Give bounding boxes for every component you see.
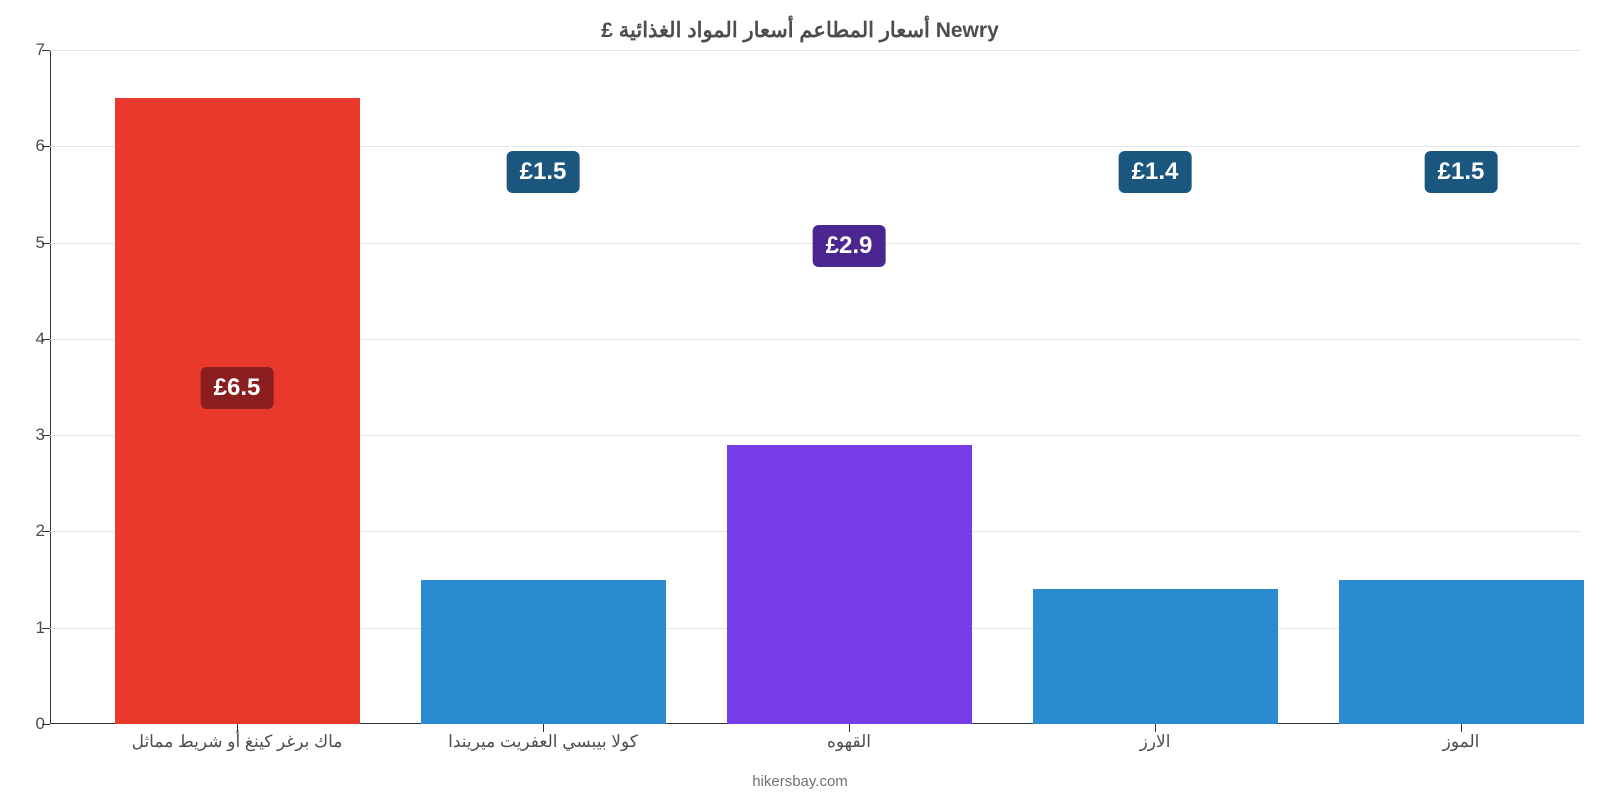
gridline [50, 50, 1580, 51]
x-axis-tick-label: الارز [1140, 732, 1171, 752]
attribution-text: hikersbay.com [752, 773, 848, 790]
bar-value-label: £1.5 [1425, 151, 1498, 193]
bar [1339, 580, 1584, 724]
x-axis-tick-label: القهوه [827, 732, 871, 752]
bar-value-label: £1.4 [1119, 151, 1192, 193]
bar-value-label: £6.5 [201, 367, 274, 409]
x-axis-tick-mark [1461, 724, 1462, 732]
x-axis-tick-mark [543, 724, 544, 732]
y-axis-tick-mark [42, 628, 50, 629]
y-axis-tick-mark [42, 531, 50, 532]
x-axis-tick-label: كولا بيبسي العفريت ميريندا [448, 732, 638, 752]
x-axis-tick-mark [237, 724, 238, 732]
bar-value-label: £2.9 [813, 225, 886, 267]
bar [727, 445, 972, 724]
bar [1033, 589, 1278, 724]
y-axis-tick-mark [42, 146, 50, 147]
bar [421, 580, 666, 724]
y-axis-tick-mark [42, 724, 50, 725]
x-axis-tick-mark [849, 724, 850, 732]
y-axis-tick-mark [42, 339, 50, 340]
y-axis-tick-mark [42, 243, 50, 244]
x-axis-tick-label: الموز [1443, 732, 1480, 752]
bar-value-label: £1.5 [507, 151, 580, 193]
chart-title: £ أسعار المطاعم أسعار المواد الغذائية Ne… [601, 18, 999, 43]
y-axis-tick-mark [42, 435, 50, 436]
y-axis-tick-mark [42, 50, 50, 51]
x-axis-tick-label: ماك برغر كينغ أو شريط مماثل [132, 732, 343, 752]
bar [115, 98, 360, 724]
x-axis-tick-mark [1155, 724, 1156, 732]
